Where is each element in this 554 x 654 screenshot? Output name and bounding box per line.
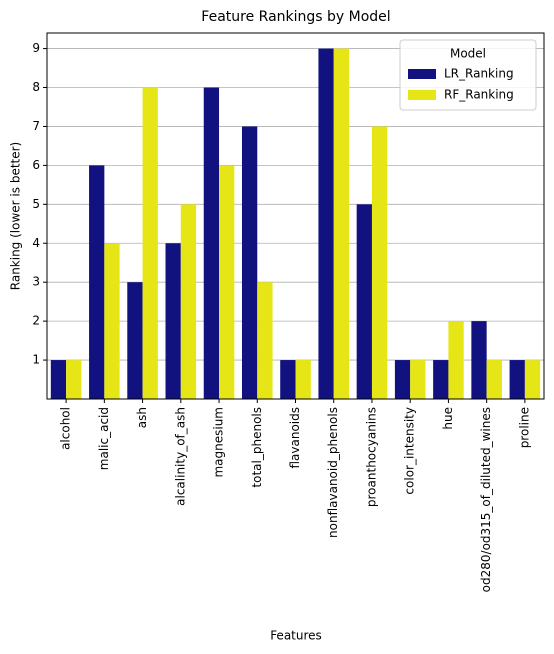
legend-title: Model xyxy=(450,47,486,61)
plot-frame xyxy=(46,32,545,400)
x-tick-label: od280/od315_of_diluted_wines xyxy=(479,407,493,592)
y-axis-label: Ranking (lower is better) xyxy=(9,142,23,290)
bar xyxy=(257,282,273,399)
bar xyxy=(410,360,426,399)
bar xyxy=(203,87,220,400)
bar xyxy=(333,48,350,400)
bar xyxy=(371,126,388,399)
x-tick-label: hue xyxy=(441,407,455,430)
x-tick-label: color_intensity xyxy=(403,407,417,495)
bar xyxy=(142,87,158,400)
y-tick-label: 1 xyxy=(32,353,40,367)
y-tick-label: 6 xyxy=(32,158,40,172)
x-tick-label: proanthocyanins xyxy=(364,407,378,507)
bar xyxy=(356,204,372,399)
x-tick-label: total_phenols xyxy=(250,407,264,488)
bar xyxy=(509,360,525,399)
x-tick-label: malic_acid xyxy=(97,407,111,470)
bar xyxy=(486,360,502,399)
x-axis-label: Features xyxy=(270,629,322,643)
y-tick-label: 5 xyxy=(32,197,40,211)
y-tick-label: 2 xyxy=(32,314,40,328)
y-tick-label: 9 xyxy=(32,41,40,55)
x-tick-label: ash xyxy=(135,407,149,428)
bar xyxy=(448,321,464,399)
bar xyxy=(50,360,67,399)
x-tick-label: proline xyxy=(517,407,531,448)
legend: Model LR_Ranking RF_Ranking xyxy=(399,39,537,111)
x-tick-label: magnesium xyxy=(212,407,226,478)
x-tick-label: nonflavanoid_phenols xyxy=(326,407,340,538)
y-tick-label: 7 xyxy=(32,119,40,133)
y-tick-label: 8 xyxy=(32,80,40,94)
legend-swatch xyxy=(408,69,436,79)
x-tick-label: alcohol xyxy=(59,407,73,450)
chart-title: Feature Rankings by Model xyxy=(201,9,390,25)
x-tick-label: alcalinity_of_ash xyxy=(173,407,187,506)
bar xyxy=(433,360,449,399)
bar xyxy=(295,360,311,399)
bar xyxy=(165,243,181,399)
legend-label: RF_Ranking xyxy=(444,88,514,102)
bar xyxy=(394,360,411,399)
bar xyxy=(66,360,82,399)
bar xyxy=(180,204,197,399)
y-tick-label: 4 xyxy=(32,236,40,250)
bar xyxy=(280,360,296,399)
bar xyxy=(471,321,487,399)
x-tick-label: flavanoids xyxy=(288,407,302,469)
bar xyxy=(127,282,143,399)
bar xyxy=(524,360,541,399)
bar xyxy=(104,243,120,399)
bar xyxy=(89,165,105,399)
bar xyxy=(318,48,334,400)
y-tick-label: 3 xyxy=(32,275,40,289)
legend-label: LR_Ranking xyxy=(444,67,514,81)
legend-swatch xyxy=(408,90,436,100)
bar xyxy=(219,165,235,399)
bar xyxy=(241,126,258,399)
